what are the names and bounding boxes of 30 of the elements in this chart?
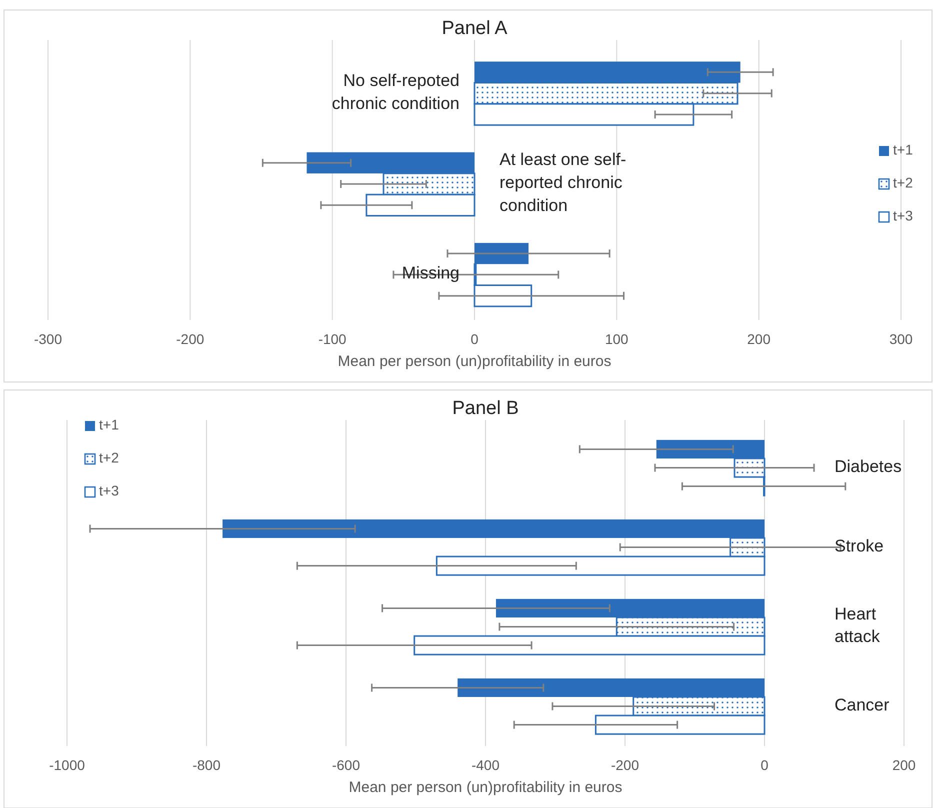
legend-label: t+3 [893, 208, 914, 224]
chart-title: Panel B [452, 398, 519, 419]
y-tick-label: Stroke [834, 536, 884, 556]
x-tick-label: -300 [34, 331, 62, 347]
chart-title: Panel A [442, 18, 508, 39]
x-tick-label: -800 [192, 757, 221, 773]
legend-label: t+2 [99, 450, 120, 466]
legend-label: t+2 [893, 174, 914, 191]
x-tick-label: 100 [604, 331, 629, 347]
legend-label: t+3 [99, 482, 120, 499]
x-tick-label: 0 [470, 331, 479, 347]
x-axis-title: Mean per person (un)profitability in euros [338, 353, 612, 370]
x-tick-label: -200 [610, 757, 640, 773]
x-tick-label: 200 [892, 757, 916, 773]
y-tick-label: At least one self-reported chronic condition [500, 150, 626, 216]
y-tick-label: Heart attack [834, 604, 880, 647]
x-tick-label: -100 [318, 331, 347, 347]
x-tick-label: 200 [747, 331, 771, 347]
x-tick-label: -200 [176, 331, 204, 347]
x-tick-label: -600 [332, 757, 360, 773]
y-tick-label: Diabetes [834, 457, 902, 476]
y-tick-label: No self-repoted chronic condition [332, 71, 460, 114]
x-tick-label: -1000 [49, 757, 86, 773]
x-tick-label: 300 [889, 331, 913, 347]
legend-label: t+1 [893, 142, 914, 158]
legend-label: t+1 [99, 416, 120, 433]
x-tick-label: -400 [471, 757, 500, 773]
x-axis-title: Mean per person (un)profitability in euros [348, 779, 622, 796]
x-tick-label: 0 [760, 757, 769, 773]
y-tick-label: Cancer [834, 696, 890, 715]
